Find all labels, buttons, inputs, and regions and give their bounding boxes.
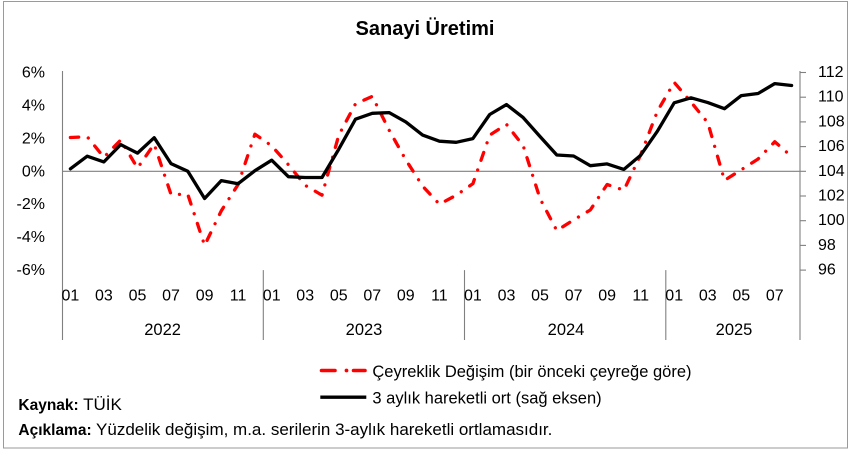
- svg-text:2022: 2022: [144, 321, 181, 339]
- svg-text:Kaynak: TÜİK: Kaynak: TÜİK: [18, 395, 122, 414]
- svg-text:07: 07: [565, 288, 583, 305]
- svg-text:0%: 0%: [22, 163, 45, 180]
- svg-text:11: 11: [230, 288, 247, 305]
- svg-text:07: 07: [766, 288, 784, 305]
- svg-text:03: 03: [498, 288, 516, 305]
- svg-text:2025: 2025: [716, 321, 753, 339]
- svg-text:6%: 6%: [22, 65, 45, 82]
- svg-text:-2%: -2%: [17, 196, 45, 213]
- svg-text:05: 05: [732, 288, 750, 305]
- svg-text:2%: 2%: [22, 130, 45, 147]
- svg-text:03: 03: [95, 288, 113, 305]
- svg-text:108: 108: [818, 113, 845, 130]
- svg-text:100: 100: [818, 212, 845, 229]
- svg-text:2023: 2023: [346, 321, 383, 339]
- svg-text:03: 03: [296, 288, 314, 305]
- svg-text:-4%: -4%: [17, 229, 45, 246]
- svg-text:03: 03: [699, 288, 717, 305]
- svg-text:05: 05: [330, 288, 348, 305]
- svg-text:110: 110: [818, 89, 844, 106]
- svg-text:104: 104: [818, 163, 845, 180]
- svg-text:2024: 2024: [548, 321, 585, 339]
- svg-text:05: 05: [129, 288, 147, 305]
- svg-text:98: 98: [818, 237, 836, 254]
- svg-text:05: 05: [531, 288, 549, 305]
- svg-text:96: 96: [818, 262, 836, 279]
- svg-text:01: 01: [464, 288, 482, 305]
- svg-text:01: 01: [665, 288, 683, 305]
- svg-text:106: 106: [818, 138, 845, 155]
- svg-text:09: 09: [196, 288, 214, 305]
- svg-text:4%: 4%: [22, 97, 45, 114]
- svg-text:Açıklama: Yüzdelik değişim, m.: Açıklama: Yüzdelik değişim, m.a. seriler…: [18, 420, 552, 439]
- svg-text:09: 09: [598, 288, 616, 305]
- svg-text:01: 01: [263, 288, 281, 305]
- svg-text:07: 07: [363, 288, 381, 305]
- svg-text:112: 112: [818, 64, 844, 81]
- svg-text:11: 11: [632, 288, 649, 305]
- svg-text:09: 09: [397, 288, 415, 305]
- svg-text:07: 07: [162, 288, 180, 305]
- svg-text:11: 11: [431, 288, 448, 305]
- svg-text:-6%: -6%: [17, 262, 45, 279]
- svg-text:Çeyreklik Değişim (bir önceki: Çeyreklik Değişim (bir önceki çeyreğe gö…: [372, 363, 691, 381]
- svg-text:3 aylık hareketli ort (sağ eks: 3 aylık hareketli ort (sağ eksen): [372, 390, 601, 408]
- svg-text:01: 01: [62, 288, 80, 305]
- svg-text:Sanayi Üretimi: Sanayi Üretimi: [356, 17, 495, 40]
- svg-text:102: 102: [818, 188, 845, 205]
